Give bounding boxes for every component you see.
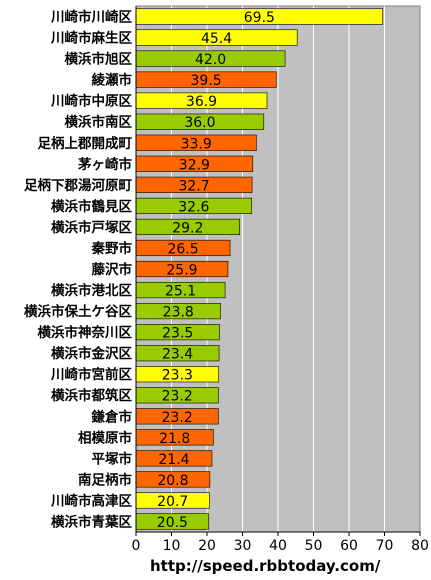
category-label: 川崎市高津区 — [50, 492, 132, 509]
x-tick-label: 10 — [163, 538, 181, 554]
data-label: 25.1 — [165, 284, 196, 300]
data-label: 33.9 — [181, 136, 212, 152]
data-label: 21.4 — [158, 452, 189, 468]
x-tick-label: 30 — [234, 538, 252, 554]
category-label: 相模原市 — [78, 429, 132, 446]
category-label: 横浜市保土ケ谷区 — [24, 303, 132, 320]
data-label: 23.4 — [162, 347, 193, 363]
category-label: 茅ヶ崎市 — [78, 156, 132, 173]
category-label: 川崎市中原区 — [50, 93, 132, 110]
category-label: 足柄上郡開成町 — [38, 135, 133, 152]
x-tick-label: 50 — [305, 538, 323, 554]
data-label: 36.0 — [184, 115, 215, 131]
source-url: http://speed.rbbtoday.com/ — [150, 557, 381, 575]
data-label: 26.5 — [167, 241, 198, 257]
category-label: 南足柄市 — [78, 471, 132, 488]
category-label: 横浜市都筑区 — [51, 387, 132, 404]
data-label: 25.9 — [166, 263, 197, 279]
category-label: 平塚市 — [92, 450, 133, 467]
data-label: 23.8 — [163, 305, 194, 321]
data-label: 20.8 — [157, 473, 188, 489]
x-tick-label: 40 — [269, 538, 287, 554]
data-label: 32.9 — [179, 157, 210, 173]
category-label: 横浜市港北区 — [51, 282, 132, 299]
x-tick-label: 0 — [132, 538, 141, 554]
category-label: 藤沢市 — [92, 261, 133, 278]
category-label: 横浜市南区 — [65, 114, 133, 131]
data-label: 20.5 — [157, 515, 188, 531]
data-label: 21.8 — [159, 431, 190, 447]
data-label: 69.5 — [244, 10, 275, 26]
category-label: 横浜市戸塚区 — [51, 219, 132, 236]
category-label: 横浜市神奈川区 — [38, 324, 133, 341]
category-label: 秦野市 — [91, 240, 133, 257]
category-label: 足柄下郡湯河原町 — [24, 177, 132, 194]
category-label: 横浜市青葉区 — [51, 513, 132, 530]
data-label: 32.7 — [178, 178, 209, 194]
data-label: 39.5 — [191, 73, 222, 89]
x-tick-label: 70 — [376, 538, 394, 554]
data-label: 45.4 — [201, 31, 232, 47]
category-label: 綾瀬市 — [92, 72, 133, 89]
category-label: 川崎市川崎区 — [50, 9, 132, 26]
data-label: 32.6 — [178, 199, 209, 215]
data-label: 23.3 — [162, 368, 193, 384]
category-label: 横浜市金沢区 — [51, 345, 132, 362]
x-tick-label: 60 — [340, 538, 358, 554]
x-tick-label: 20 — [198, 538, 216, 554]
category-label: 川崎市宮前区 — [50, 366, 132, 383]
data-label: 36.9 — [186, 94, 217, 110]
category-label: 鎌倉市 — [91, 408, 133, 425]
category-label: 川崎市麻生区 — [50, 30, 132, 47]
data-label: 20.7 — [157, 494, 188, 510]
data-label: 23.5 — [162, 326, 193, 342]
category-label: 横浜市旭区 — [65, 51, 133, 68]
data-label: 23.2 — [162, 389, 193, 405]
x-tick-label: 80 — [411, 538, 429, 554]
data-label: 29.2 — [172, 220, 203, 236]
category-label: 横浜市鶴見区 — [51, 198, 132, 215]
data-label: 42.0 — [195, 52, 226, 68]
data-label: 23.2 — [162, 410, 193, 426]
